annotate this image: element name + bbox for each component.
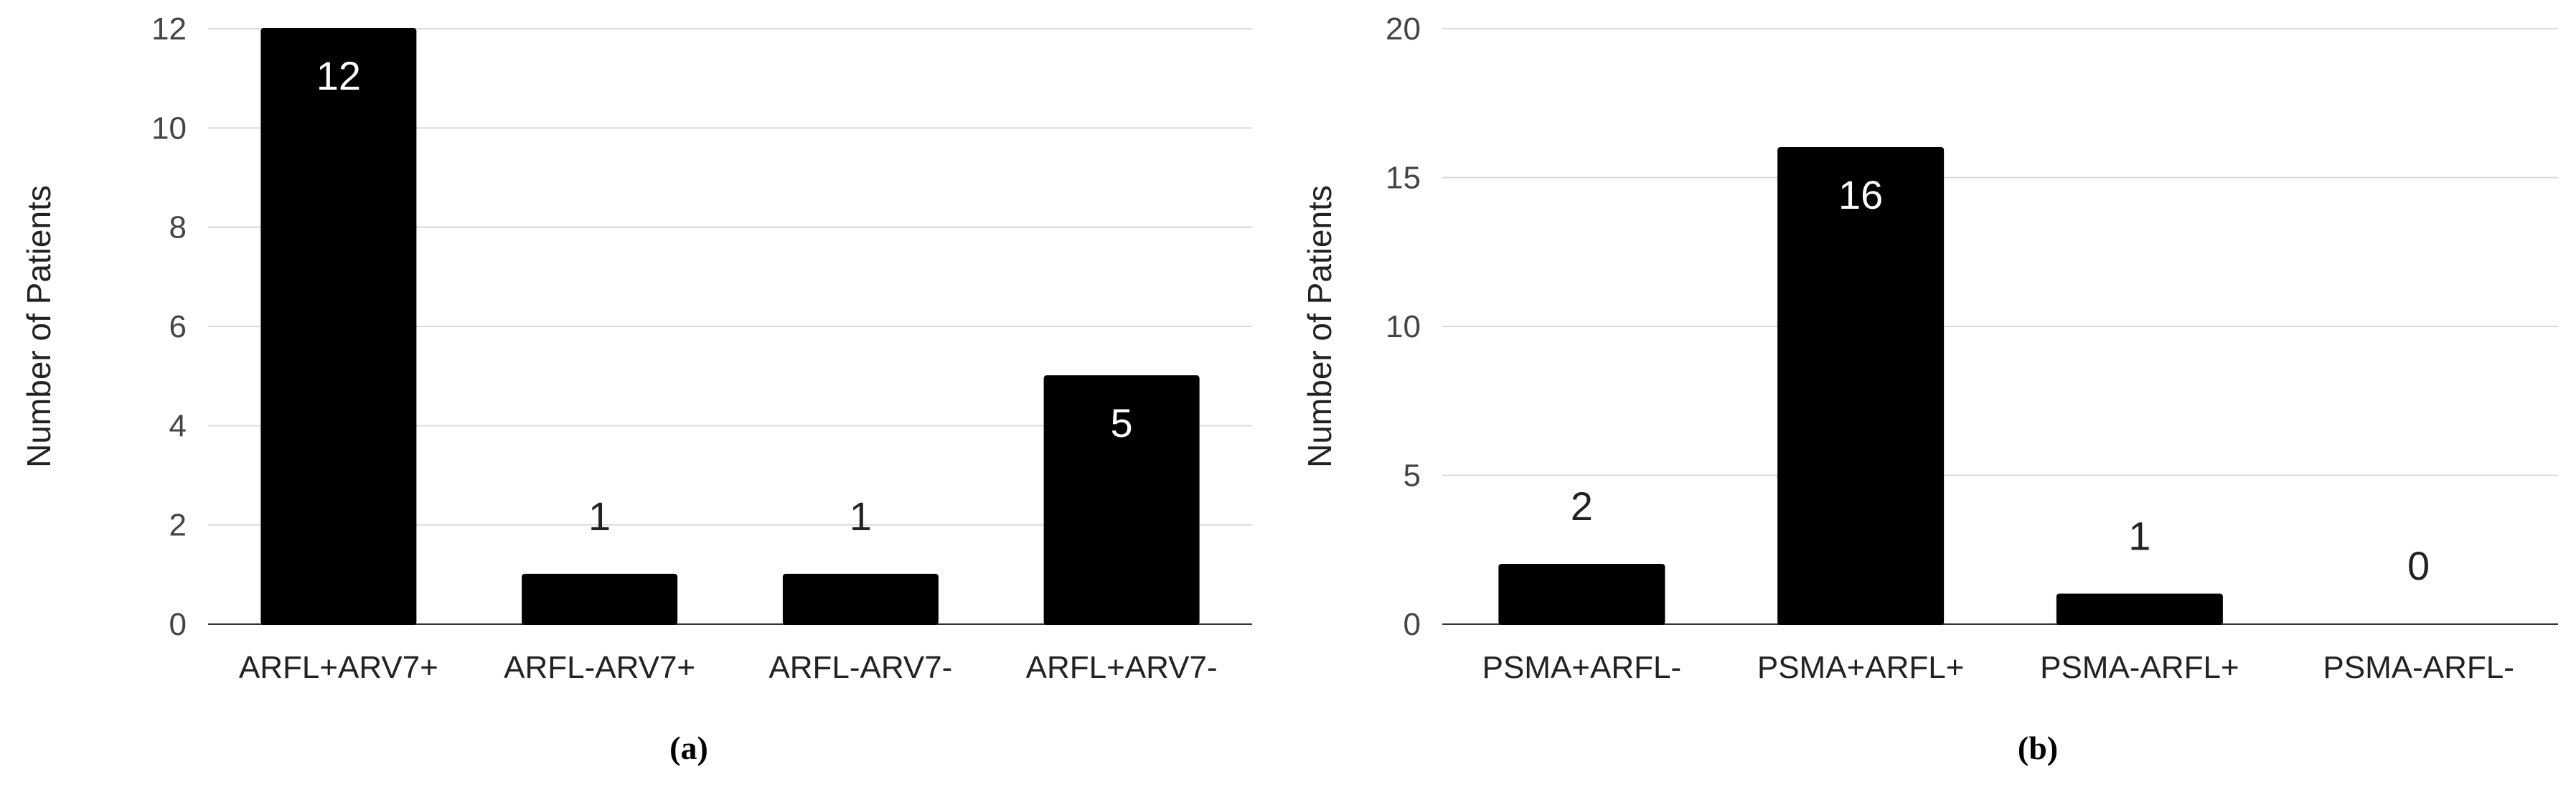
x-tick-label: PSMA+ARFL+ bbox=[1757, 650, 1965, 685]
data-label: 1 bbox=[850, 494, 872, 539]
data-label: 0 bbox=[2407, 543, 2430, 588]
x-tick-label: PSMA+ARFL- bbox=[1482, 650, 1682, 685]
y-tick-label: 2 bbox=[169, 508, 187, 543]
data-label: 1 bbox=[2128, 514, 2150, 559]
x-tick-label: ARFL+ARV7- bbox=[1026, 650, 1218, 685]
bar bbox=[2056, 593, 2223, 625]
x-tick-label: ARFL-ARV7- bbox=[768, 650, 952, 685]
bar bbox=[1043, 375, 1200, 626]
bar bbox=[1777, 147, 1945, 625]
y-tick-label: 5 bbox=[1404, 458, 1421, 494]
data-label: 12 bbox=[316, 53, 361, 98]
x-tick-label: ARFL-ARV7+ bbox=[504, 650, 695, 685]
y-tick-label: 20 bbox=[1386, 11, 1421, 47]
chart-panel-b: 0 5 10 15 20 Number of Patients 2 PSMA+ARFL- 16 P… bbox=[1288, 0, 2576, 783]
x-tick-label: PSMA-ARFL+ bbox=[2040, 650, 2239, 685]
y-axis-label: Number of Patients bbox=[20, 185, 57, 468]
y-tick-label: 4 bbox=[169, 408, 187, 443]
data-label: 1 bbox=[588, 494, 611, 539]
x-tick-label: PSMA-ARFL- bbox=[2323, 650, 2514, 685]
bar bbox=[1498, 564, 1665, 625]
chart-panel-a: 0 2 4 6 8 10 12 Number of Patients 12 ARFL+ARV7+ 1… bbox=[0, 0, 1288, 783]
y-tick-label: 12 bbox=[151, 11, 187, 47]
data-label: 16 bbox=[1838, 172, 1883, 217]
y-tick-label: 0 bbox=[169, 607, 187, 642]
bar bbox=[782, 573, 939, 625]
bar bbox=[260, 28, 417, 625]
y-tick-label: 0 bbox=[1404, 607, 1421, 642]
y-tick-label: 8 bbox=[169, 210, 187, 245]
chart-caption: (a) bbox=[669, 730, 708, 766]
data-label: 5 bbox=[1111, 400, 1133, 446]
bar-chart-a: 0 2 4 6 8 10 12 Number of Patients 12 ARFL+ARV7+ 1… bbox=[20, 11, 1252, 766]
y-tick-label: 10 bbox=[1386, 309, 1421, 344]
chart-caption: (b) bbox=[2018, 730, 2058, 766]
y-tick-label: 10 bbox=[151, 110, 187, 146]
y-axis-label: Number of Patients bbox=[1301, 185, 1338, 468]
data-label: 2 bbox=[1571, 484, 1593, 529]
y-tick-label: 6 bbox=[169, 309, 187, 344]
bar bbox=[522, 573, 678, 625]
x-tick-label: ARFL+ARV7+ bbox=[239, 650, 438, 685]
y-tick-label: 15 bbox=[1386, 161, 1421, 196]
